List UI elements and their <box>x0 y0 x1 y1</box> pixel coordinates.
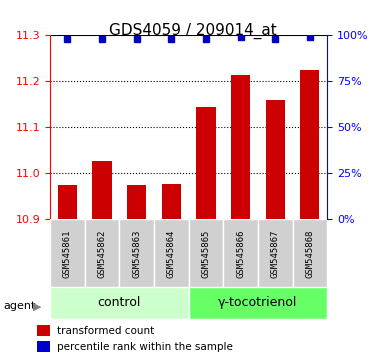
FancyBboxPatch shape <box>223 219 258 287</box>
FancyBboxPatch shape <box>119 219 154 287</box>
Text: GSM545864: GSM545864 <box>167 229 176 278</box>
Text: GDS4059 / 209014_at: GDS4059 / 209014_at <box>109 23 276 39</box>
Bar <box>58 185 77 219</box>
Text: ▶: ▶ <box>33 301 41 311</box>
Text: GSM545868: GSM545868 <box>305 229 315 278</box>
Text: agent: agent <box>4 301 36 311</box>
FancyBboxPatch shape <box>50 219 85 287</box>
Text: control: control <box>98 296 141 309</box>
FancyBboxPatch shape <box>189 219 223 287</box>
FancyBboxPatch shape <box>154 219 189 287</box>
Bar <box>37 341 50 353</box>
Text: GSM545865: GSM545865 <box>201 229 211 278</box>
Text: transformed count: transformed count <box>57 326 155 336</box>
Text: GSM545867: GSM545867 <box>271 229 280 278</box>
Bar <box>92 161 112 219</box>
FancyBboxPatch shape <box>258 219 293 287</box>
Text: GSM545862: GSM545862 <box>97 229 107 278</box>
Text: GSM545866: GSM545866 <box>236 229 245 278</box>
FancyBboxPatch shape <box>85 219 119 287</box>
Bar <box>231 74 250 219</box>
Bar <box>196 107 216 219</box>
Text: percentile rank within the sample: percentile rank within the sample <box>57 342 233 352</box>
Bar <box>37 325 50 336</box>
Text: GSM545863: GSM545863 <box>132 229 141 278</box>
Bar <box>127 185 146 219</box>
Bar <box>300 70 320 219</box>
FancyBboxPatch shape <box>50 287 189 319</box>
Text: γ-tocotrienol: γ-tocotrienol <box>218 296 298 309</box>
Bar <box>162 184 181 219</box>
FancyBboxPatch shape <box>293 219 327 287</box>
Text: GSM545861: GSM545861 <box>63 229 72 278</box>
Bar <box>266 100 285 219</box>
FancyBboxPatch shape <box>189 287 327 319</box>
